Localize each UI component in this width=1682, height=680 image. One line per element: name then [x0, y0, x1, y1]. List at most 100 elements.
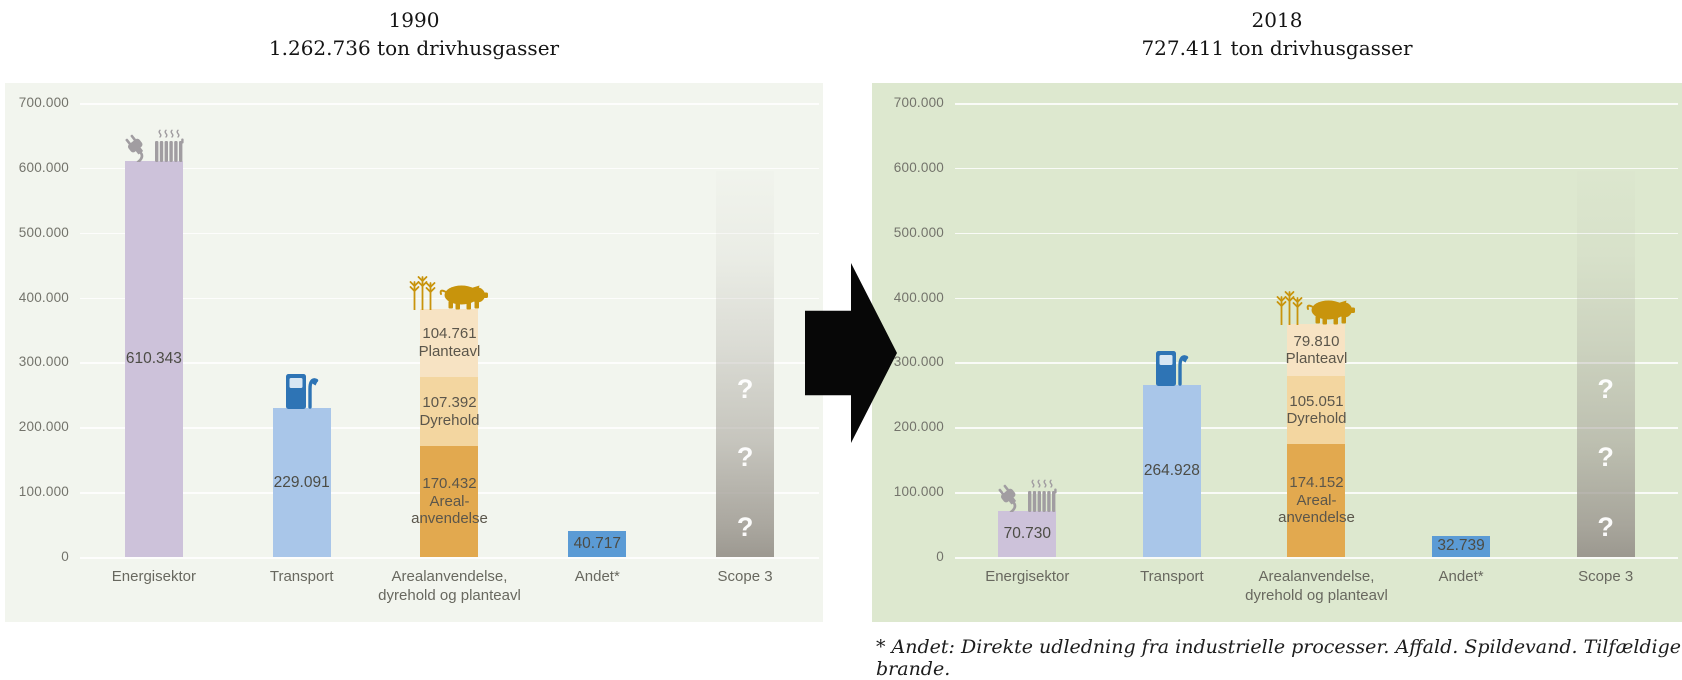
bar: 610.343 — [124, 161, 183, 557]
category-label: Scope 3 — [717, 568, 773, 585]
footnote: * Andet: Direkte udledning fra industrie… — [876, 636, 1682, 680]
bar-value-label: 610.343 — [125, 350, 182, 368]
bar: 40.717 — [568, 530, 627, 557]
plot-area: 610.343 Energisektor 229.091 Transport 170.4… — [80, 103, 819, 604]
bar-column: 174.152 Areal- anvendelse 105.051 Dyrehol… — [1244, 103, 1389, 604]
stacked-bar: 174.152 Areal- anvendelse 105.051 Dyrehol… — [1278, 324, 1355, 557]
category-label: Energisektor — [111, 568, 196, 585]
gridline — [80, 232, 819, 235]
y-axis-tick-label: 100.000 — [893, 484, 944, 500]
radiator-icon — [154, 129, 184, 163]
segment-label: 174.152 Areal- anvendelse — [1278, 474, 1355, 527]
fuel-pump-icon — [1155, 342, 1189, 387]
total-label-1990: 1.262.736 ton drivhusgasser — [268, 36, 560, 60]
plot-area: 70.730 Energisektor 264.928 Transport 174.15… — [955, 103, 1678, 604]
bar-segment-planteavl: 104.761 Planteavl — [418, 308, 481, 377]
pig-icon — [1306, 297, 1356, 325]
stacked-bar: 170.432 Areal- anvendelse 107.392 Dyrehol… — [411, 308, 488, 557]
category-label: Arealanvendelse, dyrehold og planteavl — [378, 568, 521, 604]
bar-segment-planteavl: 79.810 Planteavl — [1285, 324, 1348, 376]
scope3-bar: ??? — [716, 171, 775, 557]
bar-column: 70.730 Energisektor — [955, 103, 1100, 585]
bar-icons — [997, 479, 1057, 514]
category-label: Energisektor — [985, 568, 1070, 585]
bar-column: ??? Scope 3 — [671, 103, 819, 585]
gridline — [955, 103, 1678, 105]
category-label: Transport — [1140, 568, 1204, 585]
question-mark: ? — [736, 442, 754, 472]
bar-value-label: 229.091 — [273, 473, 330, 491]
y-axis-tick-label: 200.000 — [18, 419, 69, 435]
segment-label: 170.432 Areal- anvendelse — [411, 475, 488, 528]
chart-title-1990: 1990 1.262.736 ton drivhusgasser — [5, 6, 823, 62]
bar-icons — [410, 274, 489, 311]
y-axis-tick-label: 700.000 — [893, 95, 944, 110]
bar-segment-arealanvendelse: 174.152 Areal- anvendelse — [1278, 444, 1355, 557]
gridline — [80, 557, 819, 559]
bar: 264.928 — [1142, 385, 1201, 557]
y-axis-tick-label: 500.000 — [893, 224, 944, 240]
y-axis-tick-label: 500.000 — [18, 224, 69, 240]
chart-panel-1990: 700.000 600.000 500.000 400.000 300.000 200.0… — [5, 83, 823, 622]
bar-value-label: 32.739 — [1437, 537, 1485, 555]
chart-panel-2018: 700.000 600.000 500.000 400.000 300.000 200.0… — [872, 83, 1682, 622]
gridline — [955, 167, 1678, 170]
bar-value-label: 40.717 — [573, 534, 621, 552]
segment-label: 107.392 Dyrehold — [419, 394, 480, 429]
wheat-icon — [410, 274, 436, 311]
y-axis-tick-label: 300.000 — [893, 354, 944, 370]
bar-column: 40.717 Andet* — [523, 103, 671, 585]
bar-segment-dyrehold: 105.051 Dyrehold — [1286, 375, 1347, 445]
bar-segment-dyrehold: 107.392 Dyrehold — [419, 376, 480, 447]
bar-icons — [285, 365, 319, 410]
gridline — [955, 232, 1678, 235]
bar-column: 264.928 Transport — [1100, 103, 1245, 585]
chart-title-2018: 2018 727.411 ton drivhusgasser — [872, 6, 1682, 62]
bar: 32.739 — [1432, 535, 1491, 557]
segment-label: 104.761 Planteavl — [418, 325, 481, 360]
y-axis-tick-label: 600.000 — [893, 159, 944, 175]
gridline — [955, 557, 1678, 559]
segment-label: 79.810 Planteavl — [1285, 332, 1348, 368]
bar: 70.730 — [998, 511, 1057, 557]
total-label-2018: 727.411 ton drivhusgasser — [1141, 36, 1413, 60]
category-label: Transport — [269, 568, 334, 585]
y-axis-tick-label: 100.000 — [18, 484, 69, 500]
question-mark: ? — [1597, 442, 1614, 472]
y-axis-tick-label: 700.000 — [18, 95, 69, 110]
question-mark: ? — [1597, 374, 1614, 404]
year-label-1990: 1990 — [388, 8, 440, 32]
scope3-bar: ??? — [1576, 171, 1635, 557]
bar-column: 610.343 Energisektor — [80, 103, 228, 585]
y-axis-tick-label: 400.000 — [893, 289, 944, 305]
fuel-pump-icon — [285, 365, 319, 410]
bar-icons — [1277, 289, 1356, 327]
gridline — [955, 297, 1678, 300]
wheat-icon — [1277, 289, 1303, 327]
bar-value-label: 264.928 — [1143, 462, 1200, 480]
radiator-icon — [1027, 479, 1057, 513]
y-axis-tick-label: 400.000 — [18, 289, 69, 305]
y-axis-tick-label: 0 — [61, 549, 69, 564]
gridline — [80, 167, 819, 170]
plug-icon — [124, 132, 151, 164]
question-mark: ? — [1597, 512, 1614, 542]
bar-column: ??? Scope 3 — [1533, 103, 1678, 585]
bar-segment-arealanvendelse: 170.432 Areal- anvendelse — [411, 446, 488, 557]
y-axis-tick-label: 600.000 — [18, 159, 69, 175]
pig-icon — [439, 282, 489, 310]
plug-icon — [997, 482, 1024, 514]
segment-label: 105.051 Dyrehold — [1286, 392, 1347, 428]
bar: 229.091 — [272, 408, 331, 557]
category-label: Scope 3 — [1578, 568, 1634, 585]
bar-column: 170.432 Areal- anvendelse 107.392 Dyrehol… — [376, 103, 524, 604]
bar-column: 32.739 Andet* — [1389, 103, 1534, 585]
category-label: Andet* — [1438, 568, 1484, 585]
question-mark: ? — [736, 512, 754, 542]
bar-value-label: 70.730 — [1003, 525, 1051, 543]
year-label-2018: 2018 — [1251, 8, 1303, 32]
gridline — [80, 103, 819, 105]
y-axis-tick-label: 300.000 — [18, 354, 69, 370]
bar-icons — [1155, 342, 1189, 387]
bar-icons — [124, 129, 184, 164]
